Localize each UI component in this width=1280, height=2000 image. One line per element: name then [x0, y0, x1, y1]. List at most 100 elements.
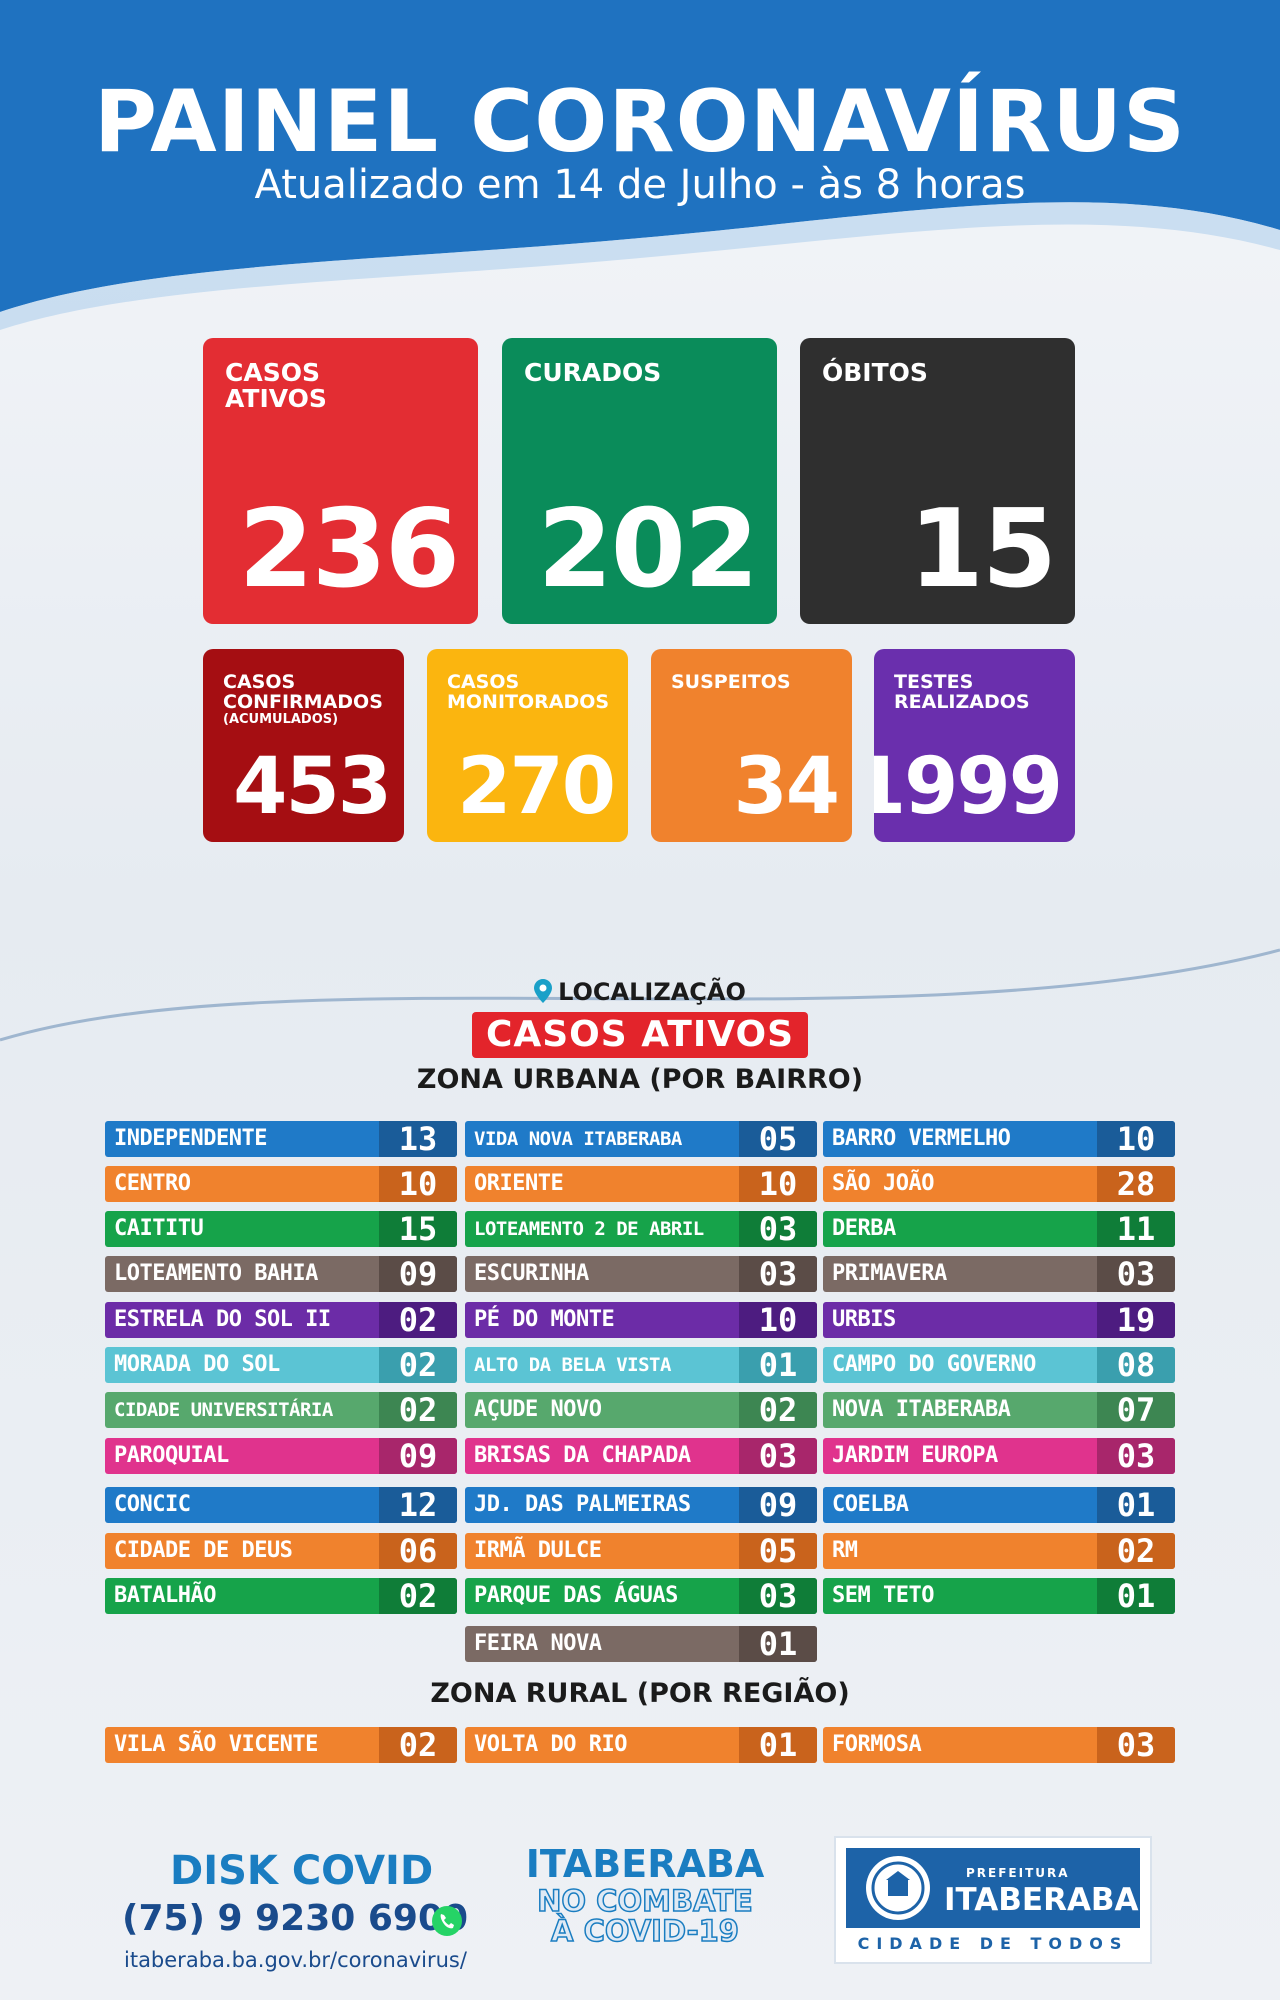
neighborhood-count: 10 — [739, 1166, 817, 1202]
table-row: BARRO VERMELHO 10 — [823, 1121, 1175, 1157]
neighborhood-name: CENTRO — [114, 1171, 191, 1196]
stat-label-text: CASOS MONITORADOS — [447, 671, 610, 713]
neighborhood-name: BATALHÃO — [114, 1583, 216, 1608]
neighborhood-count: 15 — [379, 1211, 457, 1247]
neighborhood-name: ESTRELA DO SOL II — [114, 1307, 331, 1332]
prefeitura-city-name: ITABERABA — [944, 1882, 1139, 1918]
header-wave — [0, 0, 1280, 330]
stat-label: ÓBITOS — [822, 358, 928, 387]
location-heading: LOCALIZAÇÃO — [0, 978, 1280, 1006]
neighborhood-name: JD. DAS PALMEIRAS — [474, 1492, 691, 1517]
urban-zone-title: ZONA URBANA (POR BAIRRO) — [416, 1064, 864, 1095]
prefeitura-logo-band: PREFEITURA ITABERABA — [846, 1848, 1140, 1928]
table-row: JARDIM EUROPA 03 — [823, 1438, 1175, 1474]
neighborhood-name: DERBA — [832, 1216, 896, 1241]
neighborhood-name: MORADA DO SOL — [114, 1352, 280, 1377]
neighborhood-count: 09 — [379, 1438, 457, 1474]
disk-covid-phone[interactable]: (75) 9 9230 6900 — [122, 1898, 469, 1939]
table-row: VIDA NOVA ITABERABA 05 — [465, 1121, 817, 1157]
stat-value: 202 — [537, 487, 759, 612]
neighborhood-count: 11 — [1097, 1211, 1175, 1247]
neighborhood-name: CIDADE UNIVERSITÁRIA — [114, 1399, 333, 1421]
neighborhood-count: 19 — [1097, 1302, 1175, 1338]
location-label: LOCALIZAÇÃO — [558, 978, 746, 1006]
neighborhood-name: IRMÃ DULCE — [474, 1538, 602, 1563]
table-row: CIDADE DE DEUS 06 — [105, 1533, 457, 1569]
stat-label-text: SUSPEITOS — [671, 671, 791, 693]
neighborhood-count: 05 — [739, 1533, 817, 1569]
table-row: SÃO JOÃO 28 — [823, 1166, 1175, 1202]
neighborhood-count: 02 — [739, 1392, 817, 1428]
neighborhood-name: LOTEAMENTO 2 DE ABRIL — [474, 1218, 704, 1240]
neighborhood-count: 08 — [1097, 1347, 1175, 1383]
table-row: CAMPO DO GOVERNO 08 — [823, 1347, 1175, 1383]
neighborhood-name: LOTEAMENTO BAHIA — [114, 1261, 318, 1286]
table-row: FORMOSA 03 — [823, 1727, 1175, 1763]
table-row: ESCURINHA 03 — [465, 1256, 817, 1292]
stat-card-secondary-3: TESTES REALIZADOS 1999 — [874, 649, 1075, 842]
neighborhood-count: 13 — [379, 1121, 457, 1157]
table-row: DERBA 11 — [823, 1211, 1175, 1247]
stat-label-text: CASOS CONFIRMADOS — [223, 671, 383, 713]
neighborhood-count: 03 — [739, 1256, 817, 1292]
prefeitura-logo: PREFEITURA ITABERABA CIDADE DE TODOS — [834, 1836, 1152, 1964]
neighborhood-name: URBIS — [832, 1307, 896, 1332]
neighborhood-name: ALTO DA BELA VISTA — [474, 1354, 671, 1376]
page-title: PAINEL CORONAVÍRUS — [94, 72, 1186, 172]
neighborhood-name: VOLTA DO RIO — [474, 1732, 627, 1757]
neighborhood-count: 05 — [739, 1121, 817, 1157]
stat-value: 270 — [457, 742, 616, 832]
neighborhood-count: 03 — [1097, 1256, 1175, 1292]
campaign-logo: ITABERABA NO COMBATE À COVID-19 — [520, 1842, 770, 1948]
table-row: BRISAS DA CHAPADA 03 — [465, 1438, 817, 1474]
neighborhood-name: BRISAS DA CHAPADA — [474, 1443, 691, 1468]
table-row: PAROQUIAL 09 — [105, 1438, 457, 1474]
neighborhood-count: 02 — [379, 1302, 457, 1338]
page-subtitle: Atualizado em 14 de Julho - às 8 horas — [254, 162, 1026, 208]
table-row: RM 02 — [823, 1533, 1175, 1569]
neighborhood-name: PARQUE DAS ÁGUAS — [474, 1583, 678, 1608]
stat-label: CURADOS — [524, 358, 662, 387]
neighborhood-count: 01 — [1097, 1487, 1175, 1523]
website-link[interactable]: itaberaba.ba.gov.br/coronavirus/ — [124, 1948, 467, 1972]
stat-value: 453 — [233, 742, 392, 832]
stat-card-0: CASOS ATIVOS 236 — [203, 338, 478, 624]
neighborhood-name: BARRO VERMELHO — [832, 1126, 1011, 1151]
neighborhood-count: 09 — [379, 1256, 457, 1292]
neighborhood-name: ESCURINHA — [474, 1261, 589, 1286]
city-seal-icon — [866, 1856, 930, 1920]
stat-value: 15 — [908, 487, 1057, 612]
whatsapp-icon — [432, 1906, 462, 1936]
neighborhood-name: NOVA ITABERABA — [832, 1397, 1011, 1422]
neighborhood-count: 10 — [379, 1166, 457, 1202]
table-row: COELBA 01 — [823, 1487, 1175, 1523]
neighborhood-count: 02 — [379, 1727, 457, 1763]
neighborhood-name: RM — [832, 1538, 858, 1563]
table-row: IRMÃ DULCE 05 — [465, 1533, 817, 1569]
stat-label: CASOS MONITORADOS — [447, 671, 610, 713]
neighborhood-name: SÃO JOÃO — [832, 1171, 934, 1196]
neighborhood-name: FEIRA NOVA — [474, 1631, 602, 1656]
table-row: URBIS 19 — [823, 1302, 1175, 1338]
casos-ativos-banner: CASOS ATIVOS — [472, 1012, 808, 1058]
table-row: MORADA DO SOL 02 — [105, 1347, 457, 1383]
table-row: PRIMAVERA 03 — [823, 1256, 1175, 1292]
neighborhood-name: CAITITU — [114, 1216, 204, 1241]
neighborhood-count: 03 — [739, 1578, 817, 1614]
stat-card-2: ÓBITOS 15 — [800, 338, 1075, 624]
table-row: LOTEAMENTO BAHIA 09 — [105, 1256, 457, 1292]
neighborhood-count: 03 — [739, 1211, 817, 1247]
table-row: VOLTA DO RIO 01 — [465, 1727, 817, 1763]
prefeitura-motto: CIDADE DE TODOS — [857, 1934, 1129, 1953]
stat-sublabel: (ACUMULADOS) — [223, 711, 339, 727]
table-row: ESTRELA DO SOL II 02 — [105, 1302, 457, 1338]
neighborhood-count: 02 — [379, 1347, 457, 1383]
campaign-line-2: NO COMBATE — [536, 1884, 753, 1918]
neighborhood-name: CIDADE DE DEUS — [114, 1538, 293, 1563]
neighborhood-name: COELBA — [832, 1492, 909, 1517]
table-row: PÉ DO MONTE 10 — [465, 1302, 817, 1338]
neighborhood-count: 28 — [1097, 1166, 1175, 1202]
table-row: JD. DAS PALMEIRAS 09 — [465, 1487, 817, 1523]
table-row: AÇUDE NOVO 02 — [465, 1392, 817, 1428]
table-row: CONCIC 12 — [105, 1487, 457, 1523]
